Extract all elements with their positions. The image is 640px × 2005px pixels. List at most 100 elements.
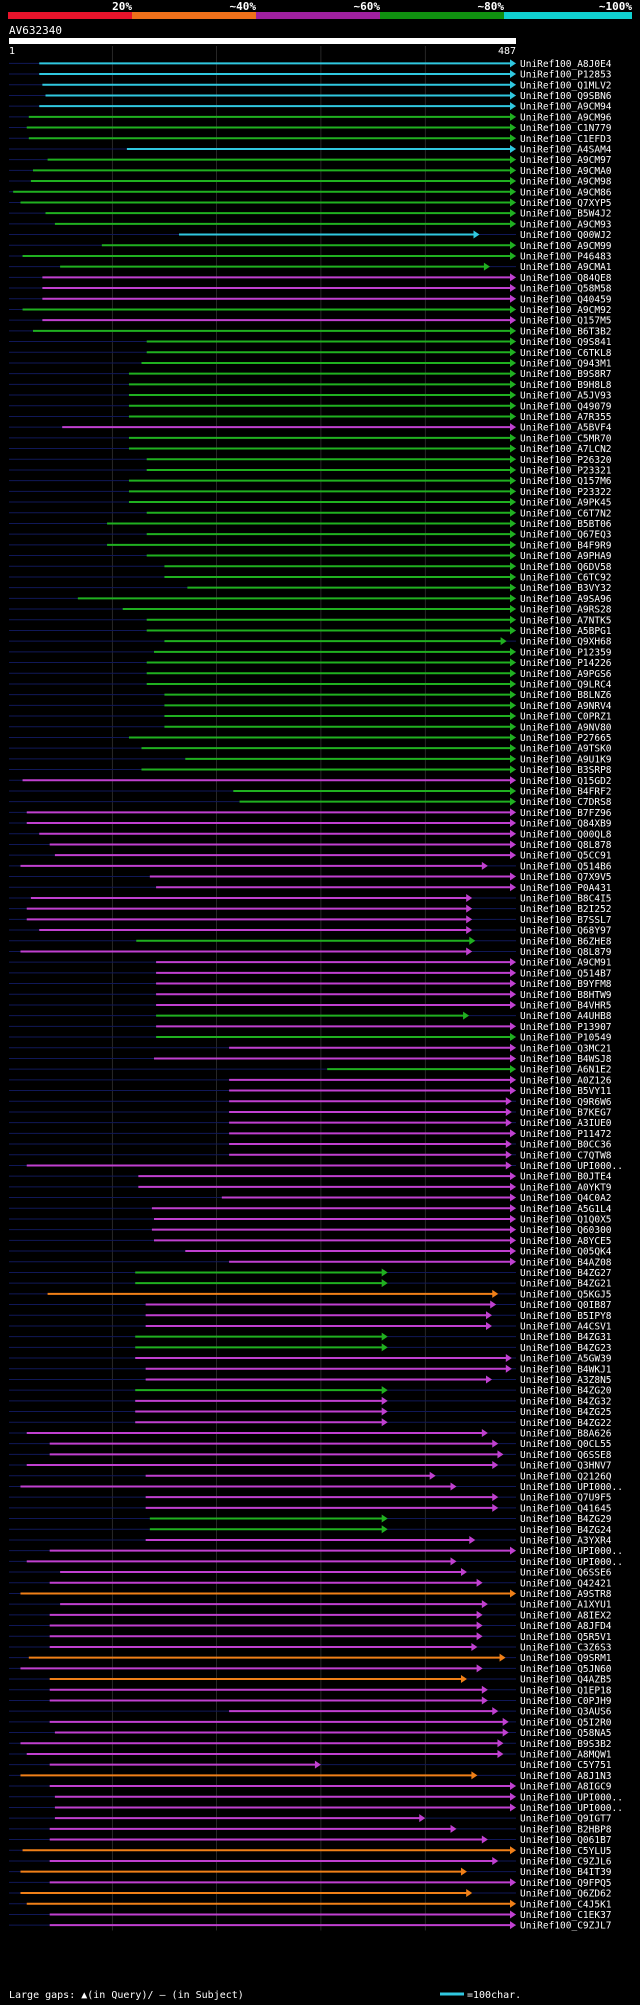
- hit-label[interactable]: UniRef100_B4FRF2: [520, 786, 612, 797]
- alignment-row[interactable]: UniRef100_C0PRZ1: [9, 712, 612, 723]
- hit-label[interactable]: UniRef100_B4F9R9: [520, 540, 612, 551]
- alignment-row[interactable]: UniRef100_Q67EQ3: [9, 530, 612, 541]
- alignment-row[interactable]: UniRef100_B4WKJ1: [9, 1364, 612, 1375]
- hit-label[interactable]: UniRef100_Q943M1: [520, 358, 612, 369]
- hit-label[interactable]: UniRef100_B4ZG31: [520, 1332, 612, 1343]
- alignment-row[interactable]: UniRef100_A9NRV4: [9, 701, 612, 712]
- hit-label[interactable]: UniRef100_Q061B7: [520, 1835, 612, 1846]
- alignment-row[interactable]: UniRef100_Q4AZB5: [9, 1675, 612, 1686]
- hit-label[interactable]: UniRef100_A9TSK0: [520, 744, 612, 755]
- hit-label[interactable]: UniRef100_UPI000..: [520, 1792, 623, 1803]
- alignment-row[interactable]: UniRef100_B0JTE4: [9, 1172, 612, 1183]
- alignment-row[interactable]: UniRef100_A8YCE5: [9, 1236, 612, 1247]
- hit-label[interactable]: UniRef100_P0A431: [520, 883, 612, 894]
- alignment-row[interactable]: UniRef100_Q9S841: [9, 337, 612, 348]
- alignment-row[interactable]: UniRef100_C0PJH9: [9, 1696, 612, 1707]
- hit-label[interactable]: UniRef100_C9ZJL6: [520, 1856, 612, 1867]
- hit-label[interactable]: UniRef100_P27665: [520, 733, 612, 744]
- hit-label[interactable]: UniRef100_Q6DV58: [520, 562, 612, 573]
- alignment-row[interactable]: UniRef100_Q84QE8: [9, 273, 612, 284]
- hit-label[interactable]: UniRef100_UPI000..: [520, 1546, 623, 1557]
- alignment-row[interactable]: UniRef100_B2I252: [9, 904, 612, 915]
- hit-label[interactable]: UniRef100_B0JTE4: [520, 1172, 612, 1183]
- hit-label[interactable]: UniRef100_Q9FPQ5: [520, 1878, 612, 1889]
- alignment-row[interactable]: UniRef100_A9CMA0: [9, 166, 612, 177]
- hit-label[interactable]: UniRef100_B2HBP8: [520, 1824, 612, 1835]
- hit-label[interactable]: UniRef100_C6TC92: [520, 572, 612, 583]
- hit-label[interactable]: UniRef100_Q514B6: [520, 861, 612, 872]
- alignment-row[interactable]: UniRef100_Q68Y97: [9, 926, 612, 937]
- hit-label[interactable]: UniRef100_Q42421: [520, 1578, 612, 1589]
- hit-label[interactable]: UniRef100_Q60300: [520, 1225, 612, 1236]
- alignment-row[interactable]: UniRef100_Q8L878: [9, 840, 612, 851]
- alignment-row[interactable]: UniRef100_A9STR8: [9, 1589, 612, 1600]
- alignment-row[interactable]: UniRef100_Q1Q0X5: [9, 1214, 612, 1225]
- alignment-row[interactable]: UniRef100_Q84XB9: [9, 819, 612, 830]
- alignment-row[interactable]: UniRef100_Q05QK4: [9, 1247, 612, 1258]
- hit-label[interactable]: UniRef100_P10549: [520, 1033, 612, 1044]
- hit-label[interactable]: UniRef100_A8JFD4: [520, 1621, 612, 1632]
- alignment-row[interactable]: UniRef100_C7QTW8: [9, 1150, 612, 1161]
- hit-label[interactable]: UniRef100_UPI000..: [520, 1803, 623, 1814]
- alignment-row[interactable]: UniRef100_B5VY11: [9, 1086, 612, 1097]
- alignment-row[interactable]: UniRef100_A9CM91: [9, 958, 612, 969]
- alignment-row[interactable]: UniRef100_A9PK45: [9, 498, 612, 509]
- alignment-row[interactable]: UniRef100_C6T7N2: [9, 508, 612, 519]
- hit-label[interactable]: UniRef100_A3IUE0: [520, 1118, 612, 1129]
- hit-label[interactable]: UniRef100_Q9SRM1: [520, 1653, 612, 1664]
- hit-label[interactable]: UniRef100_B5BT06: [520, 519, 612, 530]
- alignment-row[interactable]: UniRef100_C3Z6S3: [9, 1642, 612, 1653]
- hit-label[interactable]: UniRef100_B5VY11: [520, 1086, 612, 1097]
- hit-label[interactable]: UniRef100_Q6ZD62: [520, 1889, 612, 1900]
- alignment-row[interactable]: UniRef100_Q60300: [9, 1225, 612, 1236]
- alignment-row[interactable]: UniRef100_A9CM92: [9, 305, 612, 316]
- alignment-row[interactable]: UniRef100_P46483: [9, 251, 612, 262]
- hit-label[interactable]: UniRef100_B4VHR5: [520, 1000, 612, 1011]
- hit-label[interactable]: UniRef100_A5BVF4: [520, 423, 612, 434]
- alignment-row[interactable]: UniRef100_B4F9R9: [9, 540, 612, 551]
- alignment-row[interactable]: UniRef100_Q15GD2: [9, 776, 612, 787]
- alignment-row[interactable]: UniRef100_C1N779: [9, 123, 612, 134]
- alignment-row[interactable]: UniRef100_A9RS28: [9, 605, 612, 616]
- alignment-row[interactable]: UniRef100_Q157M5: [9, 316, 612, 327]
- alignment-row[interactable]: UniRef100_Q7X9V5: [9, 872, 612, 883]
- hit-label[interactable]: UniRef100_C9ZJL7: [520, 1921, 612, 1932]
- alignment-row[interactable]: UniRef100_A3IUE0: [9, 1118, 612, 1129]
- hit-label[interactable]: UniRef100_B4IT39: [520, 1867, 612, 1878]
- alignment-row[interactable]: UniRef100_UPI000..: [9, 1792, 623, 1803]
- alignment-row[interactable]: UniRef100_B4AZ08: [9, 1257, 612, 1268]
- alignment-row[interactable]: UniRef100_UPI000..: [9, 1803, 623, 1814]
- hit-label[interactable]: UniRef100_Q5CC91: [520, 851, 612, 862]
- hit-label[interactable]: UniRef100_B7SSL7: [520, 915, 612, 926]
- hit-label[interactable]: UniRef100_Q3MC21: [520, 1043, 612, 1054]
- hit-label[interactable]: UniRef100_Q1EP18: [520, 1685, 612, 1696]
- hit-label[interactable]: UniRef100_B4ZG32: [520, 1396, 612, 1407]
- hit-label[interactable]: UniRef100_A9CM93: [520, 219, 612, 230]
- hit-label[interactable]: UniRef100_P12359: [520, 647, 612, 658]
- hit-label[interactable]: UniRef100_A9CM92: [520, 305, 612, 316]
- alignment-row[interactable]: UniRef100_B4ZG20: [9, 1386, 612, 1397]
- hit-label[interactable]: UniRef100_Q1Q0X5: [520, 1214, 612, 1225]
- hit-label[interactable]: UniRef100_A9CMA0: [520, 166, 612, 177]
- hit-label[interactable]: UniRef100_Q0IB87: [520, 1300, 612, 1311]
- alignment-row[interactable]: UniRef100_P0A431: [9, 883, 612, 894]
- hit-label[interactable]: UniRef100_B3VY32: [520, 583, 612, 594]
- alignment-row[interactable]: UniRef100_Q58M58: [9, 284, 612, 295]
- hit-label[interactable]: UniRef100_Q68Y97: [520, 926, 612, 937]
- alignment-row[interactable]: UniRef100_A5GW39: [9, 1354, 612, 1365]
- hit-label[interactable]: UniRef100_A9RS28: [520, 605, 612, 616]
- hit-label[interactable]: UniRef100_A0Z126: [520, 1075, 612, 1086]
- alignment-row[interactable]: UniRef100_Q514B7: [9, 968, 612, 979]
- alignment-row[interactable]: UniRef100_B0CC36: [9, 1140, 612, 1151]
- alignment-row[interactable]: UniRef100_A7NTK5: [9, 615, 612, 626]
- alignment-row[interactable]: UniRef100_B8LNZ6: [9, 690, 612, 701]
- hit-label[interactable]: UniRef100_Q58NA5: [520, 1728, 612, 1739]
- hit-label[interactable]: UniRef100_B7KEG7: [520, 1107, 612, 1118]
- hit-label[interactable]: UniRef100_Q0CL55: [520, 1439, 612, 1450]
- hit-label[interactable]: UniRef100_B4ZG20: [520, 1386, 612, 1397]
- alignment-row[interactable]: UniRef100_A4UHB8: [9, 1011, 612, 1022]
- hit-label[interactable]: UniRef100_A9NRV4: [520, 701, 612, 712]
- hit-label[interactable]: UniRef100_Q9XH68: [520, 637, 612, 648]
- hit-label[interactable]: UniRef100_C6TKL8: [520, 348, 612, 359]
- alignment-row[interactable]: UniRef100_A4CSV1: [9, 1321, 612, 1332]
